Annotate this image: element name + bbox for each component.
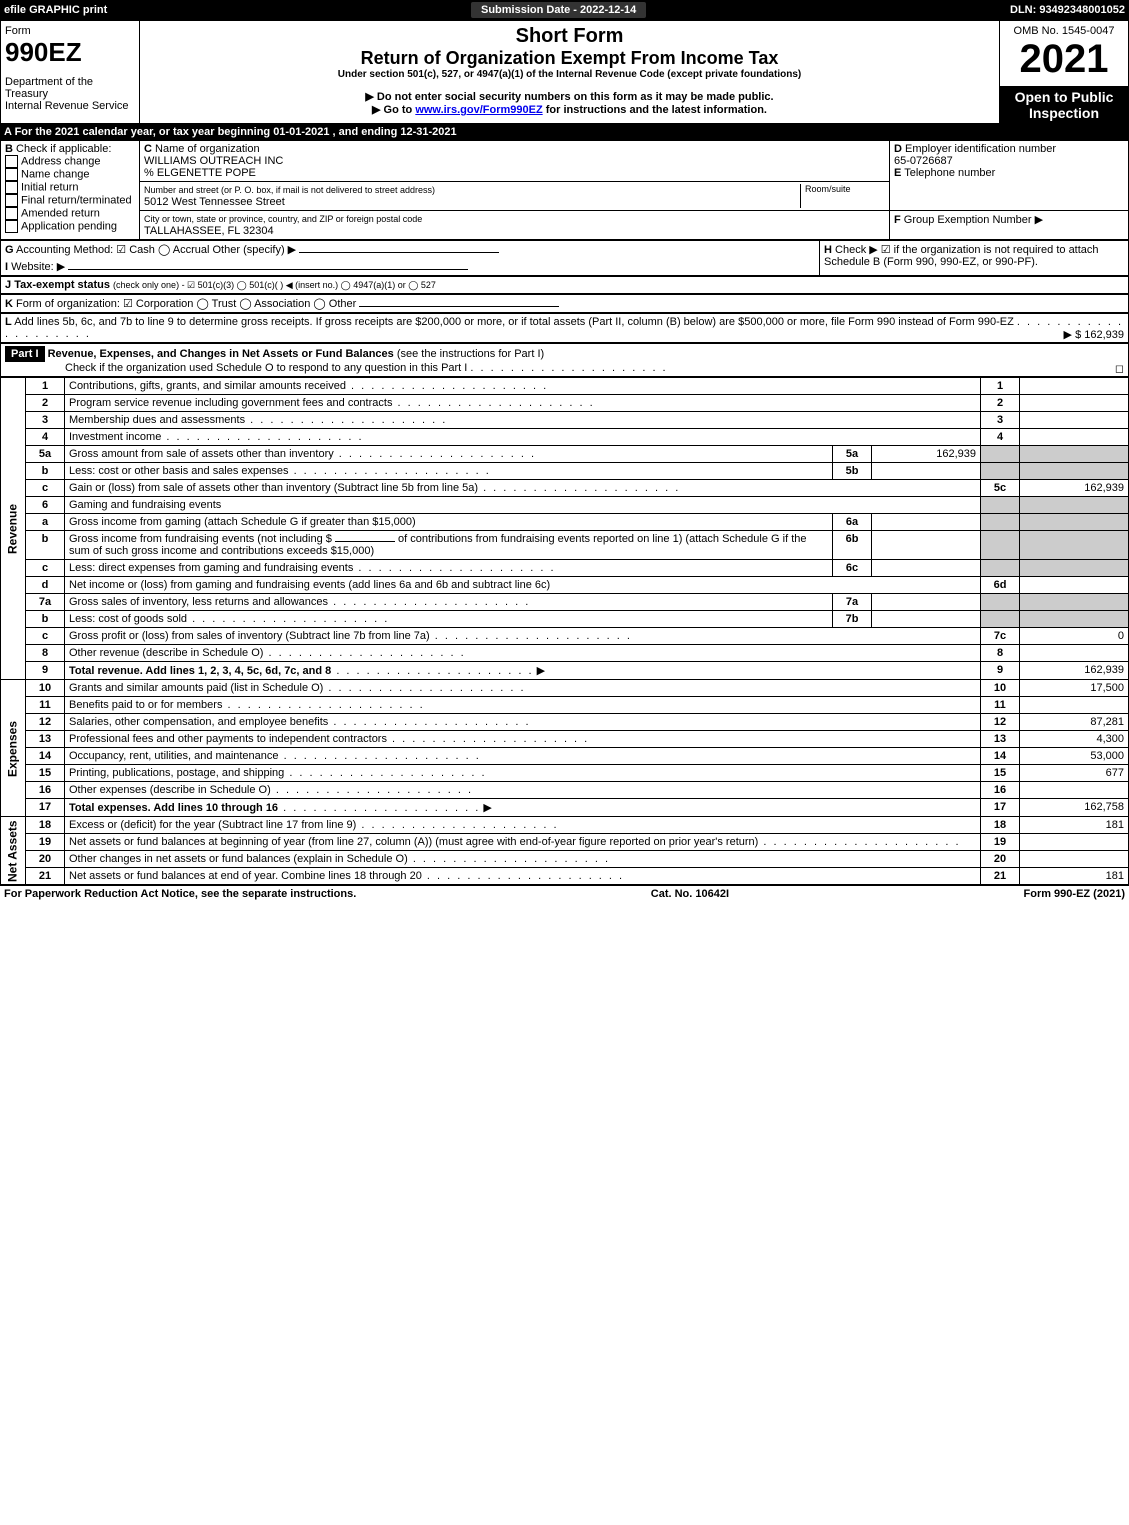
dept-label: Department of the Treasury Internal Reve… (5, 76, 135, 112)
section-b-cell: B Check if applicable: Address change Na… (1, 141, 140, 240)
section-a-bar: A For the 2021 calendar year, or tax yea… (0, 124, 1129, 140)
header-left-cell: Form 990EZ Department of the Treasury In… (1, 21, 140, 124)
line21-value: 181 (1020, 868, 1129, 885)
care-of: % ELGENETTE POPE (144, 167, 256, 179)
line7a-value (872, 594, 981, 611)
section-g-cell: G Accounting Method: ☑ Cash ◯ Accrual Ot… (1, 241, 820, 259)
omb-label: OMB No. 1545-0047 (1004, 25, 1124, 37)
footer-left: For Paperwork Reduction Act Notice, see … (4, 888, 356, 900)
line20-value (1020, 851, 1129, 868)
checkbox-address-change[interactable] (5, 155, 18, 168)
lines-table: Revenue 1 Contributions, gifts, grants, … (0, 377, 1129, 885)
main-title: Return of Organization Exempt From Incom… (144, 48, 995, 69)
line13-value: 4,300 (1020, 731, 1129, 748)
ein-value: 65-0726687 (894, 155, 953, 167)
gh-table: G Accounting Method: ☑ Cash ◯ Accrual Ot… (0, 240, 1129, 276)
checkbox-amended-return[interactable] (5, 207, 18, 220)
short-form-title: Short Form (144, 25, 995, 48)
section-i-cell: I Website: ▶ (1, 258, 820, 276)
form-number: 990EZ (5, 37, 135, 68)
footer-center: Cat. No. 10642I (651, 888, 729, 900)
part1-header-row: Part I Revenue, Expenses, and Changes in… (0, 343, 1129, 377)
line16-value (1020, 782, 1129, 799)
page-footer: For Paperwork Reduction Act Notice, see … (0, 885, 1129, 902)
line6b-contrib-input[interactable] (335, 541, 395, 542)
line2-value (1020, 395, 1129, 412)
header-center-cell: Short Form Return of Organization Exempt… (140, 21, 1000, 124)
org-info-table: B Check if applicable: Address change Na… (0, 140, 1129, 240)
other-org-input[interactable] (359, 306, 559, 307)
line9-value: 162,939 (1020, 662, 1129, 680)
subtitle: Under section 501(c), 527, or 4947(a)(1)… (144, 69, 995, 80)
street-cell: Number and street (or P. O. box, if mail… (140, 182, 890, 211)
tax-year: 2021 (1004, 37, 1124, 82)
part1-label: Part I (5, 346, 45, 362)
line14-value: 53,000 (1020, 748, 1129, 765)
efile-label: efile GRAPHIC print (4, 4, 107, 16)
line19-value (1020, 834, 1129, 851)
gross-receipts-value: ▶ $ 162,939 (1064, 328, 1124, 341)
line7b-value (872, 611, 981, 628)
org-name: WILLIAMS OUTREACH INC (144, 155, 283, 167)
line6d-value (1020, 577, 1129, 594)
section-f-cell: F Group Exemption Number ▶ (890, 211, 1129, 240)
line10-value: 17,500 (1020, 680, 1129, 697)
netassets-section-label: Net Assets (1, 817, 26, 885)
revenue-section-label: Revenue (1, 378, 26, 680)
section-j-cell: J Tax-exempt status (check only one) - ☑… (0, 276, 1129, 294)
omb-cell: OMB No. 1545-0047 2021 (1000, 21, 1129, 87)
open-public-cell: Open to Public Inspection (1000, 87, 1129, 124)
city-value: TALLAHASSEE, FL 32304 (144, 225, 274, 237)
line6c-value (872, 560, 981, 577)
line11-value (1020, 697, 1129, 714)
line5b-value (872, 463, 981, 480)
line1-value (1020, 378, 1129, 395)
dln-label: DLN: 93492348001052 (1010, 4, 1125, 16)
section-de-cell: D Employer identification number 65-0726… (890, 141, 1129, 211)
form-label: Form (5, 25, 135, 37)
line4-value (1020, 429, 1129, 446)
line7c-value: 0 (1020, 628, 1129, 645)
section-c-cell: C Name of organization WILLIAMS OUTREACH… (140, 141, 890, 182)
street-value: 5012 West Tennessee Street (144, 196, 285, 208)
other-accounting-input[interactable] (299, 252, 499, 253)
top-bar: efile GRAPHIC print Submission Date - 20… (0, 0, 1129, 20)
line8-value (1020, 645, 1129, 662)
section-h-cell: H Check ▶ ☑ if the organization is not r… (820, 241, 1129, 276)
room-suite-label: Room/suite (800, 184, 885, 208)
part1-title: Revenue, Expenses, and Changes in Net As… (48, 348, 394, 360)
website-input[interactable] (68, 269, 468, 270)
line5a-value: 162,939 (872, 446, 981, 463)
footer-right: Form 990-EZ (2021) (1024, 888, 1125, 900)
city-cell: City or town, state or province, country… (140, 211, 890, 240)
section-k-cell: K Form of organization: ☑ Corporation ◯ … (0, 294, 1129, 313)
note2: ▶ Go to www.irs.gov/Form990EZ for instru… (144, 103, 995, 116)
line5c-value: 162,939 (1020, 480, 1129, 497)
checkbox-final-return[interactable] (5, 194, 18, 207)
checkbox-application-pending[interactable] (5, 220, 18, 233)
line15-value: 677 (1020, 765, 1129, 782)
checkbox-name-change[interactable] (5, 168, 18, 181)
part1-check[interactable]: ◻ (1115, 362, 1124, 375)
submission-date-pill: Submission Date - 2022-12-14 (471, 2, 646, 18)
line18-value: 181 (1020, 817, 1129, 834)
expenses-section-label: Expenses (1, 680, 26, 817)
line12-value: 87,281 (1020, 714, 1129, 731)
section-l-cell: L Add lines 5b, 6c, and 7b to line 9 to … (0, 313, 1129, 343)
irs-link[interactable]: www.irs.gov/Form990EZ (415, 104, 542, 116)
line3-value (1020, 412, 1129, 429)
line17-value: 162,758 (1020, 799, 1129, 817)
line6b-value (872, 531, 981, 560)
line6a-value (872, 514, 981, 531)
note1: ▶ Do not enter social security numbers o… (144, 90, 995, 103)
header-table: Form 990EZ Department of the Treasury In… (0, 20, 1129, 124)
checkbox-initial-return[interactable] (5, 181, 18, 194)
